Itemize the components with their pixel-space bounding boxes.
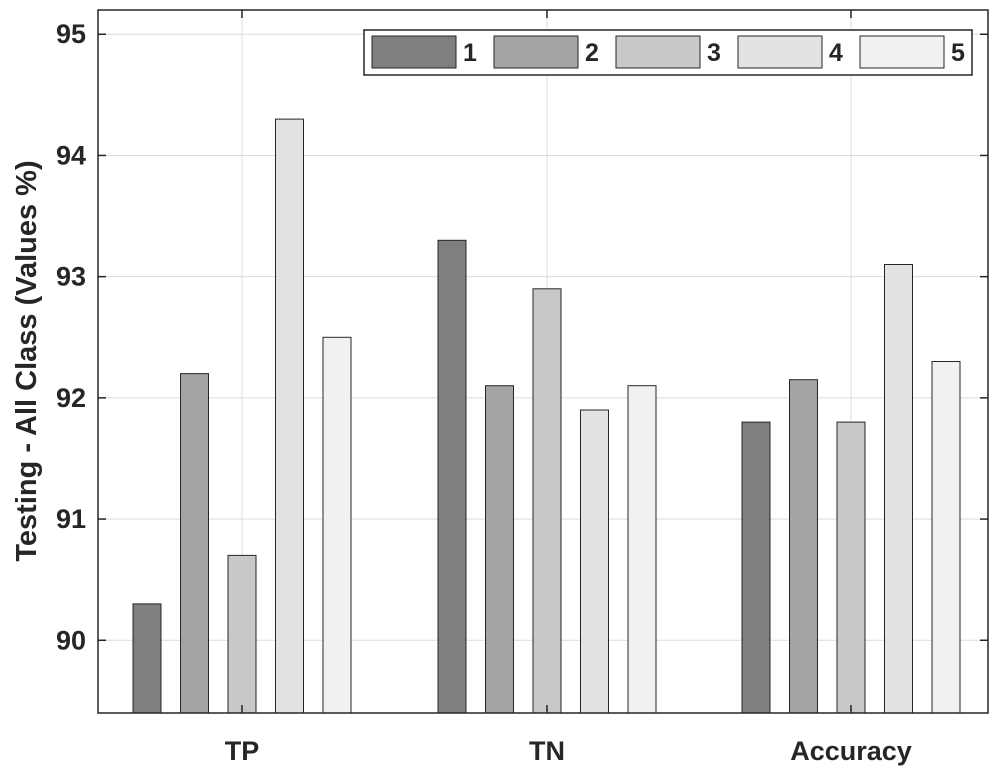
y-tick-label: 90 — [56, 625, 86, 655]
y-axis-label: Testing - All Class (Values %) — [11, 160, 43, 561]
legend-swatch-3 — [615, 35, 701, 69]
bar-tn-series-5 — [627, 385, 657, 714]
x-tick-label: TN — [529, 736, 565, 766]
y-tick-label: 95 — [56, 19, 86, 49]
bar-tp-series-5 — [322, 336, 352, 714]
legend-label-2: 2 — [585, 39, 599, 67]
legend-items: 1 2 3 4 5 — [371, 35, 965, 69]
bar-tn-series-3 — [532, 288, 562, 714]
x-axis-ticks: TP TN Accuracy — [225, 10, 912, 766]
legend-swatch-2 — [493, 35, 579, 69]
x-tick-label: Accuracy — [790, 736, 912, 766]
bar-accuracy-series-5 — [931, 361, 961, 714]
bar-tp-series-4 — [275, 118, 304, 714]
bar-accuracy-series-3 — [836, 421, 866, 714]
bar-tn-series-4 — [580, 409, 609, 714]
legend-swatch-4 — [737, 35, 823, 69]
bar-accuracy-series-4 — [884, 264, 913, 714]
legend-swatch-1 — [371, 35, 457, 69]
y-tick-label: 92 — [56, 383, 86, 413]
x-tick-label: TP — [225, 736, 260, 766]
bar-tn-series-1 — [437, 239, 467, 714]
bar-tp-series-1 — [132, 603, 162, 714]
legend-label-4: 4 — [829, 39, 843, 67]
bars — [132, 118, 961, 714]
bar-tn-series-2 — [485, 385, 514, 714]
legend-label-5: 5 — [951, 39, 965, 67]
plot-frame — [97, 9, 989, 714]
y-tick-label: 91 — [56, 504, 86, 534]
bar-tp-series-3 — [227, 554, 257, 714]
legend-swatch-5 — [859, 35, 945, 69]
y-tick-label: 93 — [56, 262, 86, 292]
legend: 1 2 3 4 5 — [363, 29, 973, 76]
legend-label-3: 3 — [707, 39, 721, 67]
bar-accuracy-series-1 — [741, 421, 771, 714]
legend-label-1: 1 — [463, 39, 477, 67]
y-tick-label: 94 — [56, 140, 86, 170]
bar-tp-series-2 — [180, 373, 209, 714]
y-axis-ticks: 90 91 92 93 94 95 — [56, 19, 988, 655]
bar-accuracy-series-2 — [789, 379, 818, 714]
